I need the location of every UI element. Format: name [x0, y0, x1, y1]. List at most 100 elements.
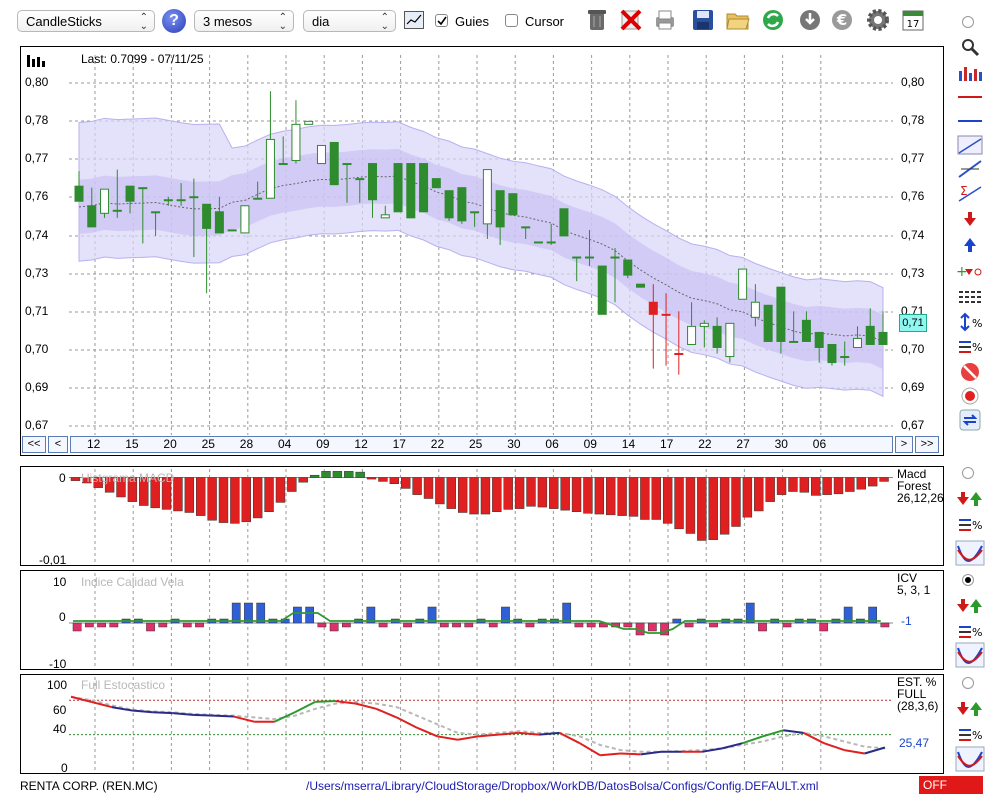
period-select[interactable]: 3 mesos ⌃ ⌄ — [194, 10, 294, 32]
help-icon: ? — [169, 12, 179, 29]
prev-page-button[interactable]: < — [48, 436, 68, 453]
macd-radio[interactable] — [962, 467, 974, 479]
macd-bar — [651, 477, 661, 520]
price-tag-value: 0,71 — [902, 317, 924, 329]
stoch-lines-tool[interactable]: % — [955, 723, 985, 745]
y-tick-label-right: 0,69 — [901, 380, 925, 394]
stoch-curve-tool[interactable] — [955, 746, 985, 772]
macd-y-min: -0,01 — [39, 553, 67, 567]
macd-bar — [366, 477, 377, 480]
x-tick-label: 25 — [469, 437, 483, 451]
euro-icon[interactable]: € — [829, 7, 855, 33]
horizontal-red-line-tool[interactable] — [955, 86, 985, 108]
zoom-tool[interactable] — [955, 36, 985, 58]
print-icon[interactable] — [652, 7, 678, 33]
sync-tool[interactable] — [955, 409, 985, 431]
icv-lines-tool[interactable]: % — [955, 620, 985, 642]
candle-body — [431, 178, 441, 189]
icv-chart[interactable] — [21, 571, 943, 669]
macd-bar — [526, 477, 536, 507]
next-page-button[interactable]: > — [895, 436, 913, 453]
next-label: > — [900, 438, 908, 450]
macd-bar — [845, 477, 855, 492]
percent-range-tool[interactable]: % — [955, 311, 985, 333]
candle-body — [227, 229, 237, 232]
fibonacci-tool[interactable]: Σ — [955, 182, 985, 204]
candle-body — [482, 169, 492, 225]
candle-body — [240, 205, 250, 234]
gear-icon[interactable] — [865, 7, 891, 33]
stoch-radio[interactable] — [962, 677, 974, 689]
open-folder-icon[interactable] — [725, 7, 751, 33]
stoch-k-segment — [864, 746, 886, 755]
macd-bar — [765, 477, 775, 502]
macd-bar — [674, 477, 684, 530]
download-icon[interactable] — [797, 7, 823, 33]
macd-bar — [332, 471, 343, 478]
macd-bar — [264, 477, 274, 512]
macd-curve-tool[interactable] — [955, 540, 985, 566]
main-chart-radio[interactable] — [962, 16, 974, 28]
candle-body — [74, 185, 84, 202]
save-icon[interactable] — [690, 7, 716, 33]
off-toggle[interactable]: OFF — [919, 776, 983, 794]
guides-checkbox[interactable] — [435, 14, 448, 27]
stoch-k-segment — [721, 742, 743, 750]
icv-bar — [72, 622, 82, 632]
buy-signal-tool[interactable] — [955, 234, 985, 256]
horizontal-blue-line-tool[interactable] — [955, 110, 985, 132]
record-tool[interactable] — [955, 385, 985, 407]
icv-bar — [403, 622, 412, 628]
icv-signals-tool[interactable] — [955, 595, 985, 617]
svg-text:%: % — [972, 519, 982, 532]
icv-radio[interactable] — [962, 574, 974, 586]
macd-histogram[interactable] — [21, 467, 943, 565]
delete-chart-icon[interactable] — [618, 7, 644, 33]
curve-cross-icon — [955, 540, 985, 566]
lines-list-tool[interactable] — [955, 286, 985, 308]
calendar-icon[interactable]: 17 — [900, 7, 926, 33]
chart-type-select[interactable]: CandleSticks ⌃ ⌄ — [17, 10, 155, 32]
radio-dot — [965, 577, 971, 583]
icv-curve-tool[interactable] — [955, 642, 985, 668]
stochastic-chart[interactable] — [21, 675, 943, 773]
icv-bar — [146, 622, 155, 632]
y-tick-label-left: 0,78 — [25, 113, 49, 127]
add-signal-tool[interactable]: + — [955, 260, 985, 282]
plus-arrows-icon: + — [956, 264, 982, 280]
stoch-signals-tool[interactable] — [955, 698, 985, 720]
icv-bar — [647, 622, 657, 632]
volume-chart-tool[interactable] — [955, 62, 985, 84]
down-up-arrows-icon — [957, 599, 982, 613]
config-path[interactable]: /Users/mserra/Library/CloudStorage/Dropb… — [306, 779, 819, 793]
macd-bar — [514, 477, 525, 509]
price-chart[interactable] — [21, 47, 943, 455]
candle-body — [572, 256, 582, 259]
last-page-button[interactable]: >> — [915, 436, 939, 453]
first-page-button[interactable]: << — [22, 436, 46, 453]
trash-icon[interactable] — [584, 7, 610, 33]
icv-legend-1: ICV — [897, 571, 918, 585]
macd-lines-tool[interactable]: % — [955, 513, 985, 535]
macd-signals-tool[interactable] — [955, 488, 985, 510]
channel-tool[interactable] — [955, 134, 985, 156]
stop-tool[interactable] — [955, 361, 985, 383]
refresh-icon[interactable] — [760, 7, 786, 33]
stoch-y-100: 100 — [47, 678, 68, 692]
blue-line-icon — [958, 120, 982, 122]
help-button[interactable]: ? — [162, 9, 186, 33]
macd-bar — [640, 477, 650, 520]
checkmark-icon — [437, 16, 447, 26]
cursor-checkbox[interactable] — [505, 14, 518, 27]
interval-select[interactable]: dia ⌃ ⌄ — [303, 10, 396, 32]
screen-chart-icon[interactable] — [404, 11, 424, 29]
candle-body — [189, 196, 199, 199]
x-tick-label: 28 — [239, 437, 254, 451]
icv-bar — [745, 602, 755, 624]
trendline-tool[interactable] — [955, 158, 985, 180]
x-tick-label: 09 — [583, 437, 597, 451]
y-tick-label-left: 0,70 — [25, 342, 49, 356]
percent-lines-tool[interactable]: % — [955, 335, 985, 357]
sell-signal-tool[interactable] — [955, 208, 985, 230]
x-tick-label: 14 — [621, 437, 636, 451]
